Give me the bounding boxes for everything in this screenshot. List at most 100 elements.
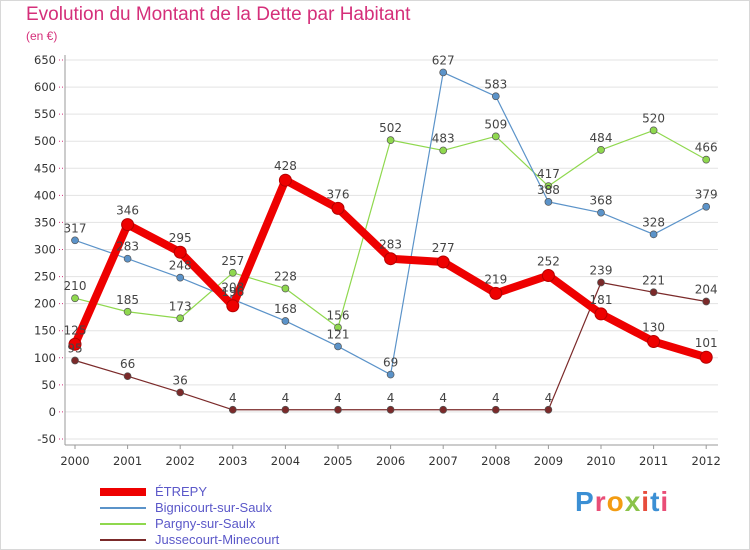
data-point	[176, 314, 185, 323]
data-label: 208	[221, 280, 244, 294]
x-tick-label: 2011	[639, 454, 668, 468]
y-tick-label: 0	[49, 405, 56, 419]
data-label: 502	[379, 121, 402, 135]
data-point	[702, 297, 711, 306]
data-point	[226, 299, 240, 313]
logo-letter: o	[606, 486, 625, 517]
proxiti-logo: Proxiti	[575, 486, 669, 518]
data-label: 173	[169, 299, 192, 313]
data-label: 466	[695, 141, 718, 155]
y-tick-label: 450	[34, 161, 56, 175]
data-label: 69	[383, 356, 398, 370]
data-point	[68, 337, 82, 351]
x-tick-label: 2003	[218, 454, 247, 468]
y-tick-label: 100	[34, 351, 56, 365]
data-point	[386, 136, 395, 144]
data-labels: 95 66 36 4 4 4 4 4 4 4 239 221 204 210 185 173 257 228 156…	[64, 53, 718, 404]
data-point	[544, 405, 553, 414]
x-tick-label: 2001	[113, 454, 142, 468]
data-label: 4	[439, 391, 447, 405]
data-point	[597, 146, 605, 154]
data-point	[439, 68, 448, 77]
data-point	[384, 252, 398, 266]
data-point	[597, 278, 605, 287]
data-label: 388	[537, 183, 560, 197]
data-point	[647, 335, 661, 349]
data-point	[176, 388, 185, 397]
data-label: 125	[64, 323, 87, 337]
data-point	[281, 405, 290, 414]
data-label: 295	[169, 231, 192, 245]
data-point	[281, 317, 290, 325]
data-point	[597, 208, 605, 217]
legend-swatch	[100, 523, 146, 525]
data-label: 219	[484, 272, 507, 286]
data-point	[123, 307, 132, 316]
data-point	[649, 126, 658, 135]
data-point	[439, 146, 448, 155]
data-label: 4	[282, 391, 290, 405]
legend-label: Pargny-sur-Saulx	[155, 516, 256, 531]
x-tick-label: 2004	[271, 454, 300, 468]
legend-swatch	[100, 507, 146, 509]
data-label: 66	[120, 357, 135, 371]
data-point	[594, 307, 608, 321]
data-point	[491, 405, 500, 414]
data-label: 248	[169, 259, 192, 273]
data-point	[71, 356, 79, 365]
legend-label: Bignicourt-sur-Saulx	[155, 500, 273, 515]
data-label: 185	[116, 293, 139, 307]
data-point	[176, 273, 185, 282]
data-label: 257	[221, 254, 244, 268]
y-tick-label: 150	[34, 324, 56, 338]
data-point	[228, 268, 237, 277]
data-point	[281, 284, 290, 293]
y-tick-label: 300	[34, 243, 56, 257]
data-point	[123, 254, 132, 263]
data-label: 181	[590, 293, 613, 307]
data-point	[702, 202, 711, 211]
data-label: 36	[173, 373, 188, 387]
data-label: 239	[590, 264, 613, 278]
data-point	[702, 155, 711, 164]
data-point	[439, 405, 448, 414]
data-point	[334, 342, 342, 351]
data-label: 101	[695, 336, 718, 350]
logo-letter: r	[594, 486, 607, 517]
y-tick-label: 250	[34, 270, 56, 284]
legend-label: ÉTREPY	[155, 484, 208, 499]
x-tick-label: 2009	[534, 454, 563, 468]
data-label: 346	[116, 204, 139, 218]
data-label: 4	[545, 391, 553, 405]
data-label: 4	[229, 391, 237, 405]
data-label: 168	[274, 302, 297, 316]
data-label: 130	[642, 321, 665, 335]
data-point	[334, 405, 342, 414]
data-label: 4	[492, 391, 500, 405]
data-label: 627	[432, 53, 455, 67]
data-point	[541, 268, 555, 282]
x-tick-label: 2007	[429, 454, 458, 468]
y-tick-label: 200	[34, 297, 56, 311]
data-label: 156	[327, 308, 350, 322]
chart-title: Evolution du Montant de la Dette par Hab…	[26, 4, 411, 25]
logo-letter: x	[624, 486, 642, 517]
data-point	[386, 370, 395, 379]
logo-letter: i	[660, 486, 670, 517]
logo-letter: t	[650, 486, 661, 517]
data-label: 4	[387, 391, 395, 405]
data-label: 196	[221, 285, 244, 299]
chart-unit-label: (en €)	[26, 29, 58, 43]
data-label: 483	[432, 131, 455, 145]
data-point	[649, 288, 658, 297]
y-tick-label: 50	[41, 378, 56, 392]
legend-swatch	[100, 488, 146, 496]
data-label: 210	[64, 279, 87, 293]
data-point	[699, 350, 713, 364]
data-label: 509	[484, 117, 507, 131]
data-label: 583	[484, 77, 507, 91]
data-point	[436, 255, 450, 269]
legend-label: Jussecourt-Minecourt	[155, 532, 280, 547]
data-point	[123, 372, 132, 381]
data-label: 428	[274, 159, 297, 173]
